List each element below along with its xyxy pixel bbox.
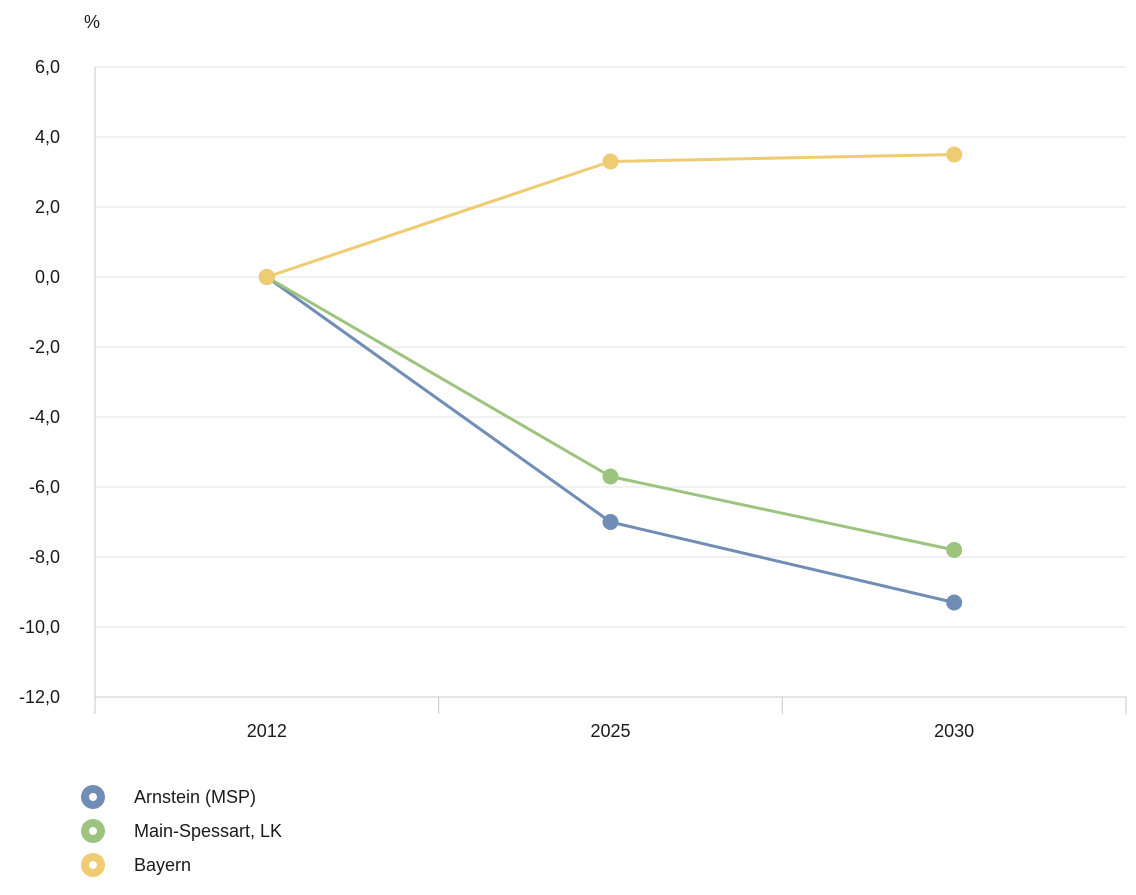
legend-label: Bayern — [134, 854, 192, 875]
axes — [94, 67, 1127, 714]
legend-marker-icon — [80, 852, 106, 878]
y-tick-label: 2,0 — [35, 197, 60, 217]
legend-label: Arnstein (MSP) — [134, 786, 257, 807]
y-tick-label: -4,0 — [29, 407, 60, 427]
legend-item[interactable]: Main-Spessart, LK — [80, 814, 680, 848]
x-tick-labels: 2012 2025 2030 — [247, 721, 974, 741]
y-tick-label: -8,0 — [29, 547, 60, 567]
x-tick-label: 2030 — [934, 721, 974, 741]
legend-marker-icon — [80, 818, 106, 844]
y-tick-label: -6,0 — [29, 477, 60, 497]
y-tick-labels: 6,0 4,0 2,0 0,0 -2,0 -4,0 -6,0 -8,0 -10,0 -12,0 — [19, 57, 60, 707]
x-tick-label: 2012 — [247, 721, 287, 741]
y-tick-label: -2,0 — [29, 337, 60, 357]
x-tick-label: 2025 — [590, 721, 630, 741]
data-point[interactable] — [946, 594, 963, 611]
data-point[interactable] — [258, 269, 275, 285]
series-line — [266, 153, 955, 279]
line-chart: % 6,0 4,0 2,0 0,0 -2,0 -4,0 -6,0 -8,0 -10,0 -12,0… — [19, 12, 1127, 741]
data-point[interactable] — [946, 146, 963, 163]
legend-label: Main-Spessart, LK — [134, 820, 283, 841]
legend-item[interactable]: Bayern — [80, 848, 680, 882]
y-unit-label: % — [84, 12, 100, 32]
series-line — [265, 275, 955, 604]
y-tick-label: 6,0 — [35, 57, 60, 77]
y-tick-label: 4,0 — [35, 127, 60, 147]
legend-item[interactable]: Arnstein (MSP) — [80, 780, 680, 814]
series-line — [266, 275, 955, 552]
legend: Arnstein (MSP) Main-Spessart, LK Bayern — [80, 780, 680, 882]
data-point[interactable] — [602, 514, 619, 530]
data-point[interactable] — [602, 468, 619, 485]
legend-marker-icon — [80, 784, 106, 810]
data-point[interactable] — [602, 153, 619, 170]
series-lines — [258, 146, 963, 611]
y-tick-label: -10,0 — [19, 617, 60, 637]
y-tick-label: 0,0 — [35, 267, 60, 287]
y-tick-label: -12,0 — [19, 687, 60, 707]
data-point[interactable] — [946, 542, 963, 558]
